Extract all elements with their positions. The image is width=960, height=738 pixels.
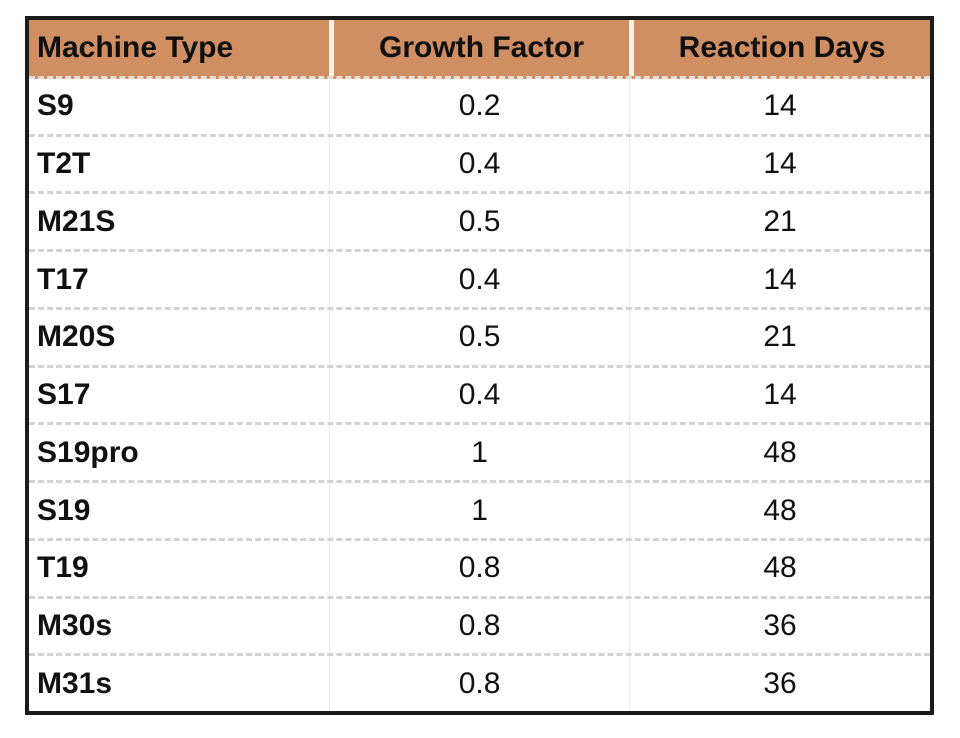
table-row: M21S 0.5 21	[29, 194, 930, 253]
reaction-days-cell: 14	[629, 252, 930, 307]
growth-factor-cell: 0.8	[329, 540, 629, 596]
growth-factor-cell: 0.4	[329, 136, 629, 192]
machine-type-cell: S19pro	[37, 435, 139, 469]
machine-type-cell: M30s	[37, 608, 113, 642]
table-row: S9 0.2 14	[29, 79, 930, 137]
reaction-days-cell: 36	[629, 598, 930, 654]
table-row: T17 0.4 14	[29, 252, 930, 310]
reaction-days-cell: 21	[629, 309, 930, 365]
reaction-days-cell: 14	[629, 136, 930, 192]
reaction-days-cell: 48	[629, 540, 930, 596]
reaction-days-cell: 21	[629, 194, 930, 250]
reaction-days-cell: 48	[629, 425, 930, 481]
table-header-row: Machine Type Growth Factor Reaction Days	[29, 20, 930, 79]
table-row: S19pro 1 48	[29, 425, 930, 484]
machine-type-cell: T19	[37, 551, 89, 585]
growth-factor-cell: 0.5	[329, 309, 629, 365]
growth-factor-cell: 0.4	[329, 367, 629, 423]
machine-type-cell: S19	[37, 493, 91, 527]
table-row: S19 1 48	[29, 483, 930, 541]
machine-type-cell: T17	[37, 262, 89, 296]
growth-factor-cell: 1	[329, 425, 629, 481]
reaction-days-cell: 14	[629, 79, 930, 134]
machine-type-cell: M20S	[37, 320, 116, 354]
growth-factor-cell: 0.8	[329, 656, 629, 712]
table-row: T19 0.8 48	[29, 540, 930, 599]
reaction-days-cell: 48	[629, 483, 930, 538]
table-row: M20S 0.5 21	[29, 309, 930, 368]
table-row: S17 0.4 14	[29, 367, 930, 426]
table-row: T2T 0.4 14	[29, 136, 930, 195]
growth-factor-cell: 0.8	[329, 598, 629, 654]
table-body: S9 0.2 14 T2T 0.4 14 M21S 0.5 21 T17 0.4…	[29, 79, 930, 712]
machine-type-cell: M31s	[37, 666, 113, 700]
growth-factor-cell: 1	[329, 483, 629, 538]
machine-parameters-table: Machine Type Growth Factor Reaction Days…	[25, 16, 934, 715]
growth-factor-cell: 0.5	[329, 194, 629, 250]
reaction-days-cell: 36	[629, 656, 930, 712]
table-row: M30s 0.8 36	[29, 598, 930, 657]
machine-type-cell: T2T	[37, 147, 91, 181]
machine-type-cell: S9	[37, 89, 74, 123]
table-row: M31s 0.8 36	[29, 656, 930, 712]
column-header-machine-type: Machine Type	[37, 31, 234, 64]
growth-factor-cell: 0.2	[329, 79, 629, 134]
machine-type-cell: S17	[37, 378, 91, 412]
reaction-days-cell: 14	[629, 367, 930, 423]
machine-type-cell: M21S	[37, 204, 116, 238]
column-header-growth-factor: Growth Factor	[329, 20, 629, 76]
growth-factor-cell: 0.4	[329, 252, 629, 307]
column-header-reaction-days: Reaction Days	[629, 20, 930, 76]
